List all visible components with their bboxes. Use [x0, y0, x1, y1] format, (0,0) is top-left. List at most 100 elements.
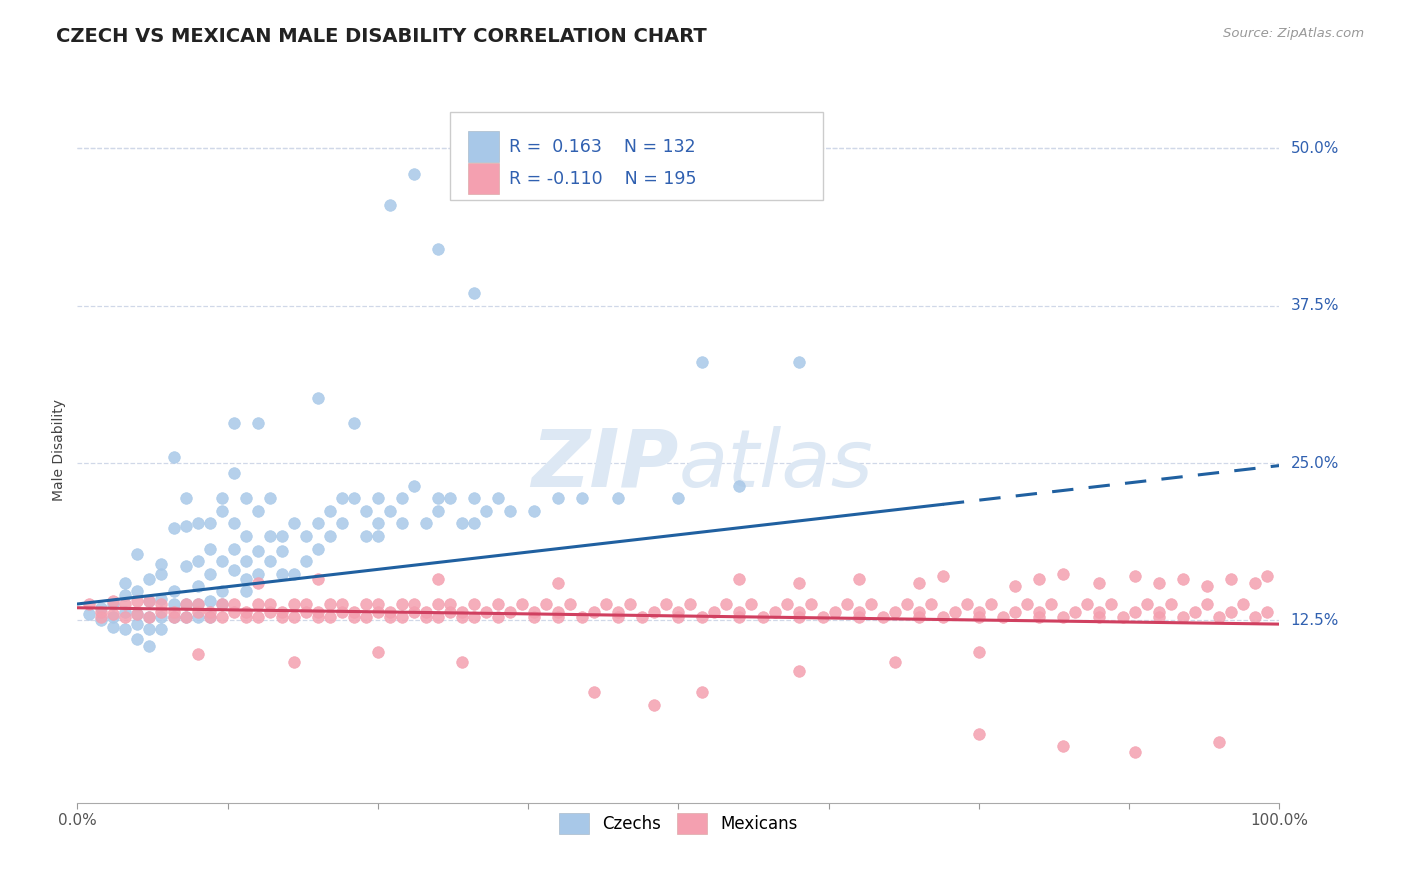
Point	[103, 597, 125, 611]
Point	[668, 491, 690, 506]
Point	[1256, 605, 1278, 619]
Point	[908, 605, 931, 619]
Point	[222, 416, 245, 430]
Point	[427, 491, 450, 506]
Point	[150, 609, 173, 624]
Point	[1028, 572, 1050, 586]
Text: 50.0%: 50.0%	[1291, 141, 1339, 156]
Text: 25.0%: 25.0%	[1291, 456, 1339, 471]
Point	[607, 605, 630, 619]
Point	[787, 609, 810, 624]
Point	[463, 609, 485, 624]
Point	[367, 597, 389, 611]
Point	[186, 597, 209, 611]
Point	[1004, 605, 1026, 619]
Point	[283, 566, 305, 581]
Point	[668, 605, 690, 619]
Point	[391, 609, 413, 624]
Point	[162, 597, 184, 611]
Point	[415, 516, 437, 531]
Point	[391, 516, 413, 531]
Point	[1088, 609, 1111, 624]
Point	[198, 541, 221, 556]
Point	[787, 605, 810, 619]
Point	[246, 566, 269, 581]
Point	[499, 504, 522, 518]
Point	[330, 491, 353, 506]
Point	[294, 554, 316, 568]
Point	[571, 491, 593, 506]
Point	[79, 597, 101, 611]
Point	[547, 609, 569, 624]
Point	[1015, 597, 1038, 611]
Text: CZECH VS MEXICAN MALE DISABILITY CORRELATION CHART: CZECH VS MEXICAN MALE DISABILITY CORRELA…	[56, 27, 707, 45]
Point	[1184, 605, 1206, 619]
Point	[787, 575, 810, 590]
Point	[235, 554, 257, 568]
Point	[162, 609, 184, 624]
Point	[307, 605, 329, 619]
Point	[378, 198, 401, 212]
Point	[967, 605, 990, 619]
Point	[619, 597, 641, 611]
Point	[439, 491, 461, 506]
Point	[174, 609, 197, 624]
Point	[246, 416, 269, 430]
Point	[354, 597, 377, 611]
Point	[222, 516, 245, 531]
Point	[451, 609, 474, 624]
Point	[198, 566, 221, 581]
Point	[343, 416, 366, 430]
Point	[259, 529, 281, 543]
Point	[824, 605, 846, 619]
Point	[523, 605, 546, 619]
Point	[186, 605, 209, 619]
Point	[307, 541, 329, 556]
Point	[1149, 575, 1171, 590]
Point	[391, 597, 413, 611]
Point	[463, 286, 485, 301]
Point	[259, 554, 281, 568]
Point	[1123, 605, 1146, 619]
Point	[114, 609, 136, 624]
Point	[1197, 579, 1219, 593]
Point	[90, 609, 112, 624]
Point	[1220, 605, 1243, 619]
Point	[740, 597, 762, 611]
Point	[727, 572, 749, 586]
Point	[1040, 597, 1063, 611]
Point	[283, 597, 305, 611]
Point	[1256, 569, 1278, 583]
Point	[655, 597, 678, 611]
Point	[367, 491, 389, 506]
Point	[1052, 739, 1074, 754]
Point	[114, 622, 136, 636]
Point	[127, 607, 149, 621]
Point	[439, 605, 461, 619]
Point	[90, 613, 112, 627]
Point	[198, 594, 221, 608]
Point	[174, 491, 197, 506]
Point	[631, 609, 654, 624]
Point	[211, 597, 233, 611]
Point	[943, 605, 966, 619]
Point	[162, 609, 184, 624]
Point	[259, 605, 281, 619]
Point	[270, 529, 292, 543]
Point	[354, 609, 377, 624]
Point	[307, 609, 329, 624]
Point	[427, 609, 450, 624]
Point	[235, 572, 257, 586]
Point	[103, 619, 125, 633]
Point	[1149, 605, 1171, 619]
Point	[138, 572, 160, 586]
Point	[330, 516, 353, 531]
Point	[294, 597, 316, 611]
Point	[967, 645, 990, 659]
Point	[319, 529, 342, 543]
Point	[174, 559, 197, 574]
Point	[439, 597, 461, 611]
Point	[1004, 579, 1026, 593]
Point	[1123, 746, 1146, 760]
Point	[162, 521, 184, 535]
